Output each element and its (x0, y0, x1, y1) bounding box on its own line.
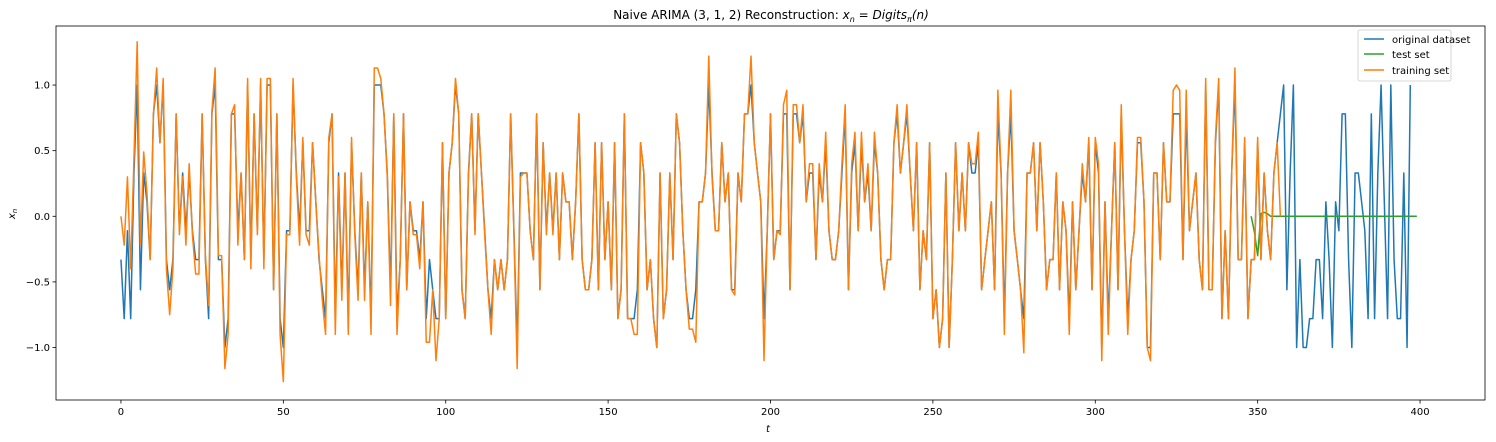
axes-frame (55, 25, 1486, 401)
y-axis-title: xn (7, 209, 19, 220)
chart-title-sub-pi: π (907, 15, 912, 24)
chart-title-fn: Digits (873, 8, 907, 22)
legend-box (1357, 29, 1452, 82)
legend-label-test: test set (1392, 50, 1430, 61)
axis-ticks: 0 50 100 150 200 250 300 350 400 −1.0 −0.5 0.0 0.5 1.… (26, 81, 1430, 418)
chart-title-eq: = (855, 8, 873, 22)
x-tick-label: 150 (599, 407, 618, 418)
y-tick-label: −1.0 (26, 343, 50, 354)
x-tick-label: 250 (923, 407, 942, 418)
x-tick-label: 350 (1248, 407, 1267, 418)
chart-title-arg: (n) (912, 8, 929, 22)
y-tick-label: 1.0 (34, 81, 50, 92)
series-line-test-set (1250, 211, 1417, 257)
x-tick-label: 400 (1410, 407, 1429, 418)
y-tick-label: −0.5 (26, 277, 50, 288)
x-tick-label: 0 (118, 407, 124, 418)
chart-title-prefix: Naive ARIMA (3, 1, 2) Reconstruction: (613, 8, 842, 22)
x-axis-title: t (766, 424, 771, 435)
plot-area (120, 41, 1417, 383)
chart-title-x: x (842, 8, 851, 22)
y-tick-label: 0.5 (34, 146, 50, 157)
y-axis-title-base: x (7, 213, 18, 220)
legend-label-original: original dataset (1392, 35, 1470, 46)
x-tick-label: 200 (761, 407, 780, 418)
y-axis-title-sub: n (11, 209, 19, 213)
legend: original dataset test set training set (1357, 29, 1470, 82)
y-tick-label: 0.0 (34, 212, 50, 223)
legend-label-training: training set (1392, 66, 1449, 77)
chart-title-sub-n: n (850, 15, 855, 24)
x-tick-label: 50 (277, 407, 290, 418)
x-tick-label: 100 (436, 407, 455, 418)
series-line-training-set (120, 41, 1282, 383)
x-tick-label: 300 (1086, 407, 1105, 418)
chart-title: Naive ARIMA (3, 1, 2) Reconstruction: xn… (613, 8, 929, 24)
